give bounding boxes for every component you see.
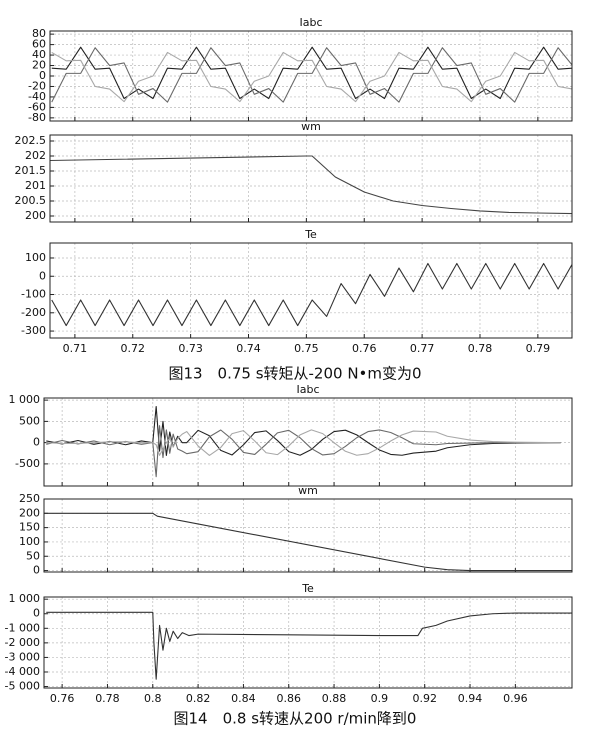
- plot-frame: [43, 397, 573, 487]
- plot-frame: [49, 242, 573, 339]
- y-tick-label: -5 000: [5, 680, 40, 693]
- subplot-title: Te: [301, 582, 314, 595]
- y-tick-label: 0: [33, 564, 40, 577]
- y-tick-label: 201.5: [15, 164, 47, 177]
- y-tick-label: 202.5: [15, 134, 47, 147]
- y-tick-label: -3 000: [5, 650, 40, 663]
- plot-background: [44, 499, 572, 572]
- subplot-title: wm: [298, 484, 318, 497]
- x-tick-label: 0.73: [178, 342, 203, 355]
- plot-data: [46, 611, 572, 680]
- y-tick-label: -40: [28, 90, 46, 103]
- x-tick-label: 0.8: [144, 692, 162, 705]
- y-tick-label: -1 000: [5, 621, 40, 634]
- y-tick-label: 250: [19, 492, 40, 505]
- x-tick-label: 0.78: [95, 692, 120, 705]
- y-tick-label: -60: [28, 100, 46, 113]
- subplot-title: Iabc: [299, 16, 322, 29]
- y-tick-label: 80: [32, 27, 46, 40]
- plot-background: [50, 243, 572, 338]
- y-tick-label: -200: [21, 306, 46, 319]
- y-tick-label: 1 000: [9, 592, 41, 605]
- y-tick-label: 1 000: [9, 393, 41, 406]
- data-line: [51, 51, 572, 103]
- plot-data: [50, 155, 572, 215]
- x-tick-label: 0.76: [50, 692, 75, 705]
- data-line: [44, 512, 572, 572]
- x-tick-label: 0.79: [526, 342, 551, 355]
- x-tick-label: 0.96: [503, 692, 528, 705]
- data-line: [50, 155, 572, 215]
- y-tick-label: 200: [19, 506, 40, 519]
- plot-frame: [49, 134, 573, 223]
- y-tick-label: 0: [39, 69, 46, 82]
- x-tick-label: 0.74: [236, 342, 261, 355]
- x-tick-label: 0.88: [322, 692, 347, 705]
- plot-data: [51, 262, 572, 327]
- x-tick-label: 0.86: [276, 692, 301, 705]
- y-tick-label: 100: [19, 535, 40, 548]
- y-tick-label: 150: [19, 521, 40, 534]
- y-tick-label: 200: [25, 209, 46, 222]
- data-line: [46, 611, 572, 680]
- x-tick-label: 0.71: [63, 342, 88, 355]
- x-tick-label: 0.84: [231, 692, 256, 705]
- plot-background: [50, 135, 572, 222]
- x-tick-label: 0.78: [468, 342, 493, 355]
- plot-frame: [43, 596, 573, 689]
- subplot-title: Iabc: [296, 383, 319, 396]
- y-tick-label: -100: [21, 288, 46, 301]
- data-line: [51, 262, 572, 327]
- caption: 图14 0.8 s转速从200 r/min降到0: [174, 710, 417, 728]
- x-tick-label: 0.92: [412, 692, 437, 705]
- subplot-title: Te: [304, 228, 317, 241]
- y-tick-label: -80: [28, 111, 46, 124]
- y-tick-label: 202: [25, 149, 46, 162]
- caption: 图13 0.75 s转矩从-200 N•m变为0: [168, 365, 421, 383]
- plot-data: [51, 46, 572, 103]
- y-tick-label: 0: [33, 436, 40, 449]
- plot-frame: [49, 30, 573, 122]
- y-tick-label: -4 000: [5, 665, 40, 678]
- y-tick-label: -300: [21, 324, 46, 337]
- y-tick-label: 50: [26, 549, 40, 562]
- x-tick-label: 0.82: [186, 692, 211, 705]
- x-tick-label: 0.75: [294, 342, 319, 355]
- subplot-title: wm: [301, 120, 321, 133]
- plot-data: [44, 512, 572, 572]
- y-tick-label: 0: [33, 607, 40, 620]
- data-line: [46, 405, 561, 456]
- plot-background: [44, 597, 572, 688]
- y-tick-label: 40: [32, 48, 46, 61]
- y-tick-label: 0: [39, 269, 46, 282]
- y-tick-label: -20: [28, 79, 46, 92]
- plot-frame: [43, 498, 573, 573]
- y-tick-label: -2 000: [5, 636, 40, 649]
- data-line: [46, 429, 561, 456]
- x-tick-label: 0.94: [458, 692, 483, 705]
- plot-data: [46, 405, 561, 478]
- x-tick-label: 0.72: [121, 342, 146, 355]
- x-tick-label: 0.77: [410, 342, 435, 355]
- x-tick-label: 0.9: [371, 692, 389, 705]
- data-line: [46, 425, 561, 478]
- y-tick-label: 100: [25, 251, 46, 264]
- data-line: [51, 47, 572, 103]
- y-tick-label: 60: [32, 38, 46, 51]
- y-tick-label: -500: [15, 457, 40, 470]
- x-tick-label: 0.76: [352, 342, 377, 355]
- y-tick-label: 200.5: [15, 194, 47, 207]
- y-tick-label: 500: [19, 414, 40, 427]
- data-line: [51, 46, 572, 100]
- y-tick-label: 201: [25, 179, 46, 192]
- y-tick-label: 20: [32, 59, 46, 72]
